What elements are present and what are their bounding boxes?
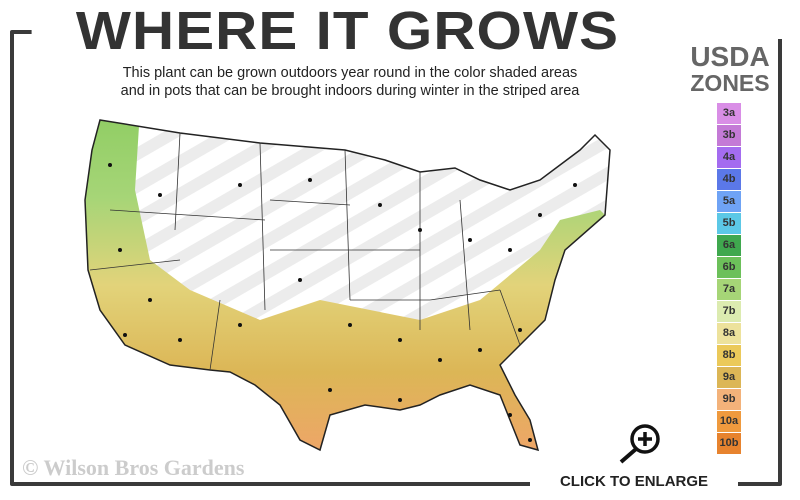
legend-zone-7a: 7a [717, 279, 741, 300]
subtitle: This plant can be grown outdoors year ro… [50, 64, 650, 100]
usda-zone-legend: 3a 3b 4a 4b 5a 5b 6a 6b 7a 7b 8a 8b 9a 9b 10a 10b [717, 103, 741, 455]
frame-gap [655, 25, 790, 39]
legend-zone-10a: 10a [717, 411, 741, 432]
subtitle-line-2: and in pots that can be brought indoors … [120, 83, 580, 99]
legend-zone-9a: 9a [717, 367, 741, 388]
legend-heading: USDA ZONES [680, 41, 780, 97]
legend-zone-3b: 3b [717, 125, 741, 146]
city-markers [108, 163, 577, 442]
legend-zone-3a: 3a [717, 103, 741, 124]
subtitle-line-1: This plant can be grown outdoors year ro… [122, 65, 578, 81]
legend-zone-5b: 5b [717, 213, 741, 234]
legend-zone-8b: 8b [717, 345, 741, 366]
page-title: WHERE IT GROWS [31, 0, 664, 62]
legend-zone-4a: 4a [717, 147, 741, 168]
state-borders [89, 132, 521, 371]
legend-zone-9b: 9b [717, 389, 741, 410]
legend-heading-usda: USDA [690, 41, 770, 72]
copyright-watermark: © Wilson Bros Gardens [22, 455, 245, 480]
legend-zone-6b: 6b [717, 257, 741, 278]
legend-zone-5a: 5a [717, 191, 741, 212]
zoom-in-icon[interactable] [615, 422, 665, 464]
legend-zone-6a: 6a [717, 235, 741, 256]
legend-zone-7b: 7b [717, 301, 741, 322]
legend-heading-zones: ZONES [690, 70, 770, 96]
legend-zone-8a: 8a [717, 323, 741, 344]
legend-zone-4b: 4b [717, 169, 741, 190]
legend-zone-10b: 10b [717, 433, 741, 454]
click-to-enlarge-button[interactable]: CLICK TO ENLARGE [530, 470, 738, 494]
